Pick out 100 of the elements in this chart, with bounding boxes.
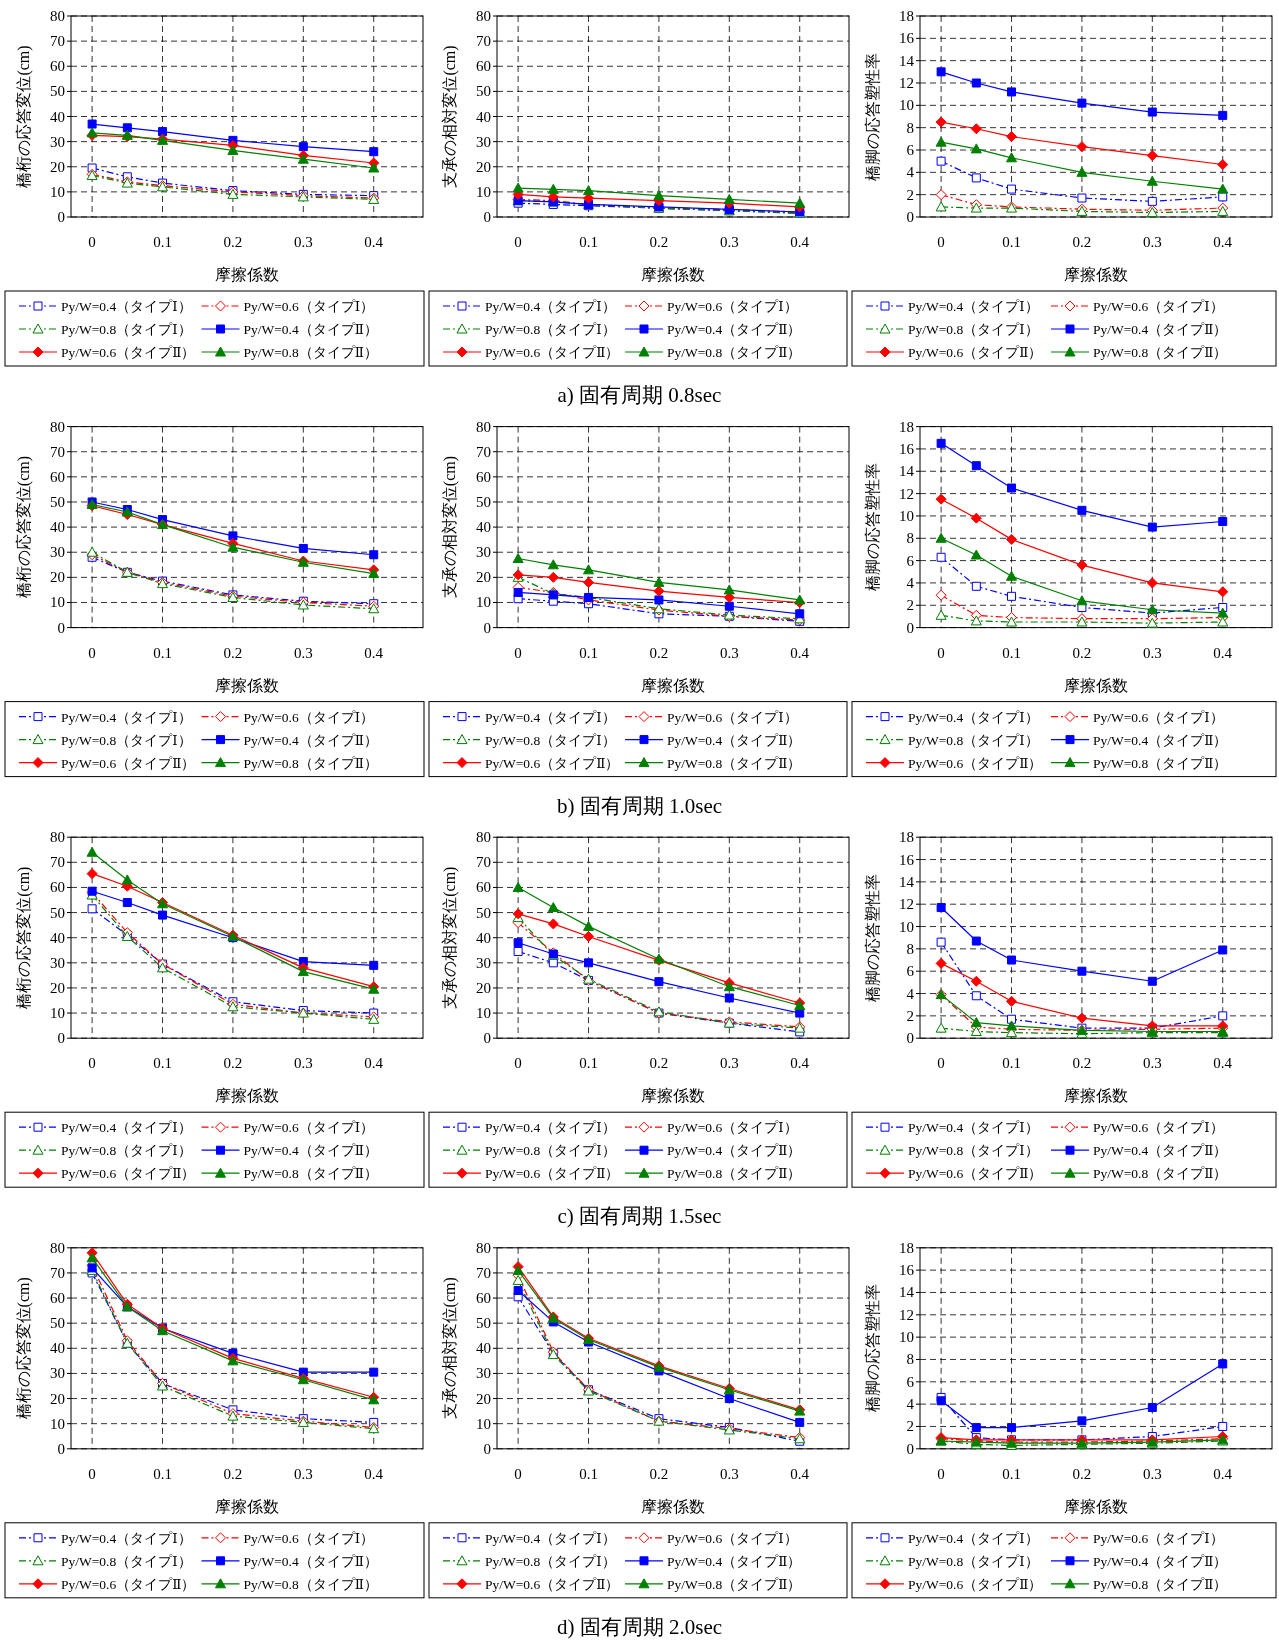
legend-label: Py/W=0.4（タイプⅡ） — [243, 732, 378, 748]
y-tick-label: 10 — [50, 594, 65, 611]
x-axis-title: 摩擦係数 — [1064, 676, 1128, 694]
y-tick-label: 0 — [57, 619, 65, 636]
y-tick-label: 16 — [899, 440, 915, 457]
legend-label: Py/W=0.8（タイプⅡ） — [1093, 755, 1228, 771]
legend-label: Py/W=0.4（タイプⅠ） — [485, 299, 616, 314]
text: b) 固有周期 1.0sec — [556, 793, 723, 818]
x-tick-label: 0.4 — [790, 644, 810, 661]
y-tick-label: 16 — [899, 851, 915, 868]
y-tick-label: 0 — [906, 1030, 914, 1047]
y-tick-label: 50 — [50, 83, 65, 100]
legend-label: Py/W=0.8（タイプⅠ） — [61, 322, 192, 337]
y-axis-title: 橋脚の応答塑性率 — [864, 463, 881, 592]
y-tick-label: 0 — [906, 619, 914, 636]
x-axis-title: 摩擦係数 — [215, 1497, 279, 1515]
y-tick-label: 14 — [899, 1284, 915, 1301]
legend-label: Py/W=0.6（タイプⅠ） — [1093, 299, 1224, 314]
y-tick-label: 80 — [476, 418, 491, 435]
x-axis-title: 摩擦係数 — [641, 676, 705, 694]
x-tick-label: 0.4 — [1213, 1055, 1233, 1072]
x-tick-label: 0.3 — [1142, 644, 1162, 661]
x-tick-label: 0.4 — [790, 1055, 810, 1072]
legend-label: Py/W=0.4（タイプⅡ） — [243, 322, 378, 337]
y-axis-title: 支承の相対変位(cm) — [441, 45, 459, 188]
y-tick-label: 40 — [476, 108, 491, 125]
x-tick-label: 0.2 — [1072, 234, 1092, 250]
legend-label: Py/W=0.4（タイプⅠ） — [485, 1120, 616, 1136]
y-tick-label: 60 — [476, 879, 491, 896]
x-axis-title: 摩擦係数 — [641, 1497, 705, 1515]
x-tick-label: 0.4 — [364, 1465, 384, 1482]
y-tick-label: 20 — [50, 158, 65, 175]
legend-label: Py/W=0.6（タイプⅡ） — [61, 1576, 196, 1592]
y-tick-label: 80 — [476, 829, 491, 846]
legend-label: Py/W=0.8（タイプⅠ） — [485, 322, 616, 337]
x-axis-title: 摩擦係数 — [641, 1087, 705, 1105]
y-tick-label: 70 — [50, 443, 65, 460]
x-axis-title: 摩擦係数 — [215, 1087, 279, 1105]
y-tick-label: 18 — [899, 418, 914, 435]
x-tick-label: 0.1 — [579, 234, 598, 250]
x-tick-label: 0.1 — [579, 644, 598, 661]
x-tick-label: 0.3 — [293, 234, 313, 250]
legend-label: Py/W=0.8（タイプⅡ） — [243, 1576, 378, 1592]
x-tick-label: 0.2 — [1072, 1465, 1092, 1482]
y-tick-label: 10 — [476, 183, 491, 200]
x-tick-label: 0.3 — [293, 644, 313, 661]
y-tick-label: 50 — [50, 493, 65, 510]
legend-label: Py/W=0.8（タイプⅡ） — [243, 755, 378, 771]
x-tick-label: 0.3 — [719, 234, 739, 250]
legend-label: Py/W=0.8（タイプⅡ） — [243, 1166, 378, 1182]
x-tick-label: 0 — [88, 1465, 96, 1482]
y-tick-label: 30 — [50, 1365, 65, 1382]
y-tick-label: 8 — [906, 1351, 914, 1368]
text: d) 固有周期 2.0sec — [556, 1614, 723, 1639]
y-tick-label: 18 — [899, 1239, 914, 1256]
y-axis-title: 橋桁の応答変位(cm) — [15, 866, 33, 1009]
y-tick-label: 70 — [50, 854, 65, 871]
y-tick-label: 8 — [906, 530, 914, 547]
legend-label: Py/W=0.8（タイプⅡ） — [667, 1576, 802, 1592]
y-axis-title: 橋脚の応答塑性率 — [864, 1284, 881, 1413]
legend-label: Py/W=0.8（タイプⅠ） — [61, 1143, 192, 1159]
y-tick-label: 12 — [899, 1306, 914, 1323]
y-tick-label: 18 — [899, 829, 914, 846]
y-tick-label: 70 — [476, 854, 491, 871]
legend-label: Py/W=0.6（タイプⅡ） — [485, 345, 620, 360]
y-axis-title: 支承の相対変位(cm) — [441, 866, 459, 1009]
y-axis-title: 支承の相対変位(cm) — [441, 1277, 459, 1420]
legend-label: Py/W=0.6（タイプⅠ） — [667, 1120, 798, 1136]
legend-label: Py/W=0.6（タイプⅠ） — [667, 1530, 798, 1546]
x-tick-label: 0.1 — [1002, 644, 1021, 661]
y-tick-label: 20 — [50, 569, 65, 586]
y-tick-label: 70 — [476, 33, 491, 50]
x-tick-label: 0.4 — [364, 1055, 384, 1072]
y-tick-label: 12 — [899, 896, 914, 913]
y-tick-label: 18 — [899, 8, 914, 24]
legend-label: Py/W=0.6（タイプⅠ） — [243, 1530, 375, 1546]
x-tick-label: 0.1 — [153, 234, 172, 250]
legend-label: Py/W=0.8（タイプⅠ） — [908, 1553, 1039, 1569]
legend-label: Py/W=0.6（タイプⅠ） — [243, 299, 375, 314]
x-tick-label: 0.1 — [153, 1465, 172, 1482]
legend-label: Py/W=0.4（タイプⅠ） — [61, 299, 192, 314]
legend-label: Py/W=0.4（タイプⅠ） — [908, 1120, 1039, 1136]
y-tick-label: 70 — [50, 1264, 65, 1281]
y-tick-label: 40 — [50, 929, 65, 946]
legend-label: Py/W=0.4（タイプⅡ） — [1093, 1553, 1228, 1569]
x-tick-label: 0.1 — [153, 644, 172, 661]
y-tick-label: 2 — [906, 186, 914, 203]
legend-label: Py/W=0.4（タイプⅠ） — [485, 1530, 616, 1546]
x-tick-label: 0.2 — [1072, 644, 1092, 661]
x-tick-label: 0.2 — [649, 234, 669, 250]
legend-label: Py/W=0.8（タイプⅠ） — [485, 732, 616, 748]
x-tick-label: 0.2 — [223, 1465, 243, 1482]
y-tick-label: 60 — [50, 468, 65, 485]
y-axis-title: 橋桁の応答変位(cm) — [15, 45, 33, 188]
y-tick-label: 60 — [50, 58, 65, 75]
y-tick-label: 30 — [476, 1365, 491, 1382]
legend-label: Py/W=0.4（タイプⅡ） — [1093, 1143, 1228, 1159]
y-tick-label: 50 — [50, 904, 65, 921]
y-tick-label: 10 — [899, 918, 914, 935]
y-tick-label: 50 — [476, 1315, 491, 1332]
